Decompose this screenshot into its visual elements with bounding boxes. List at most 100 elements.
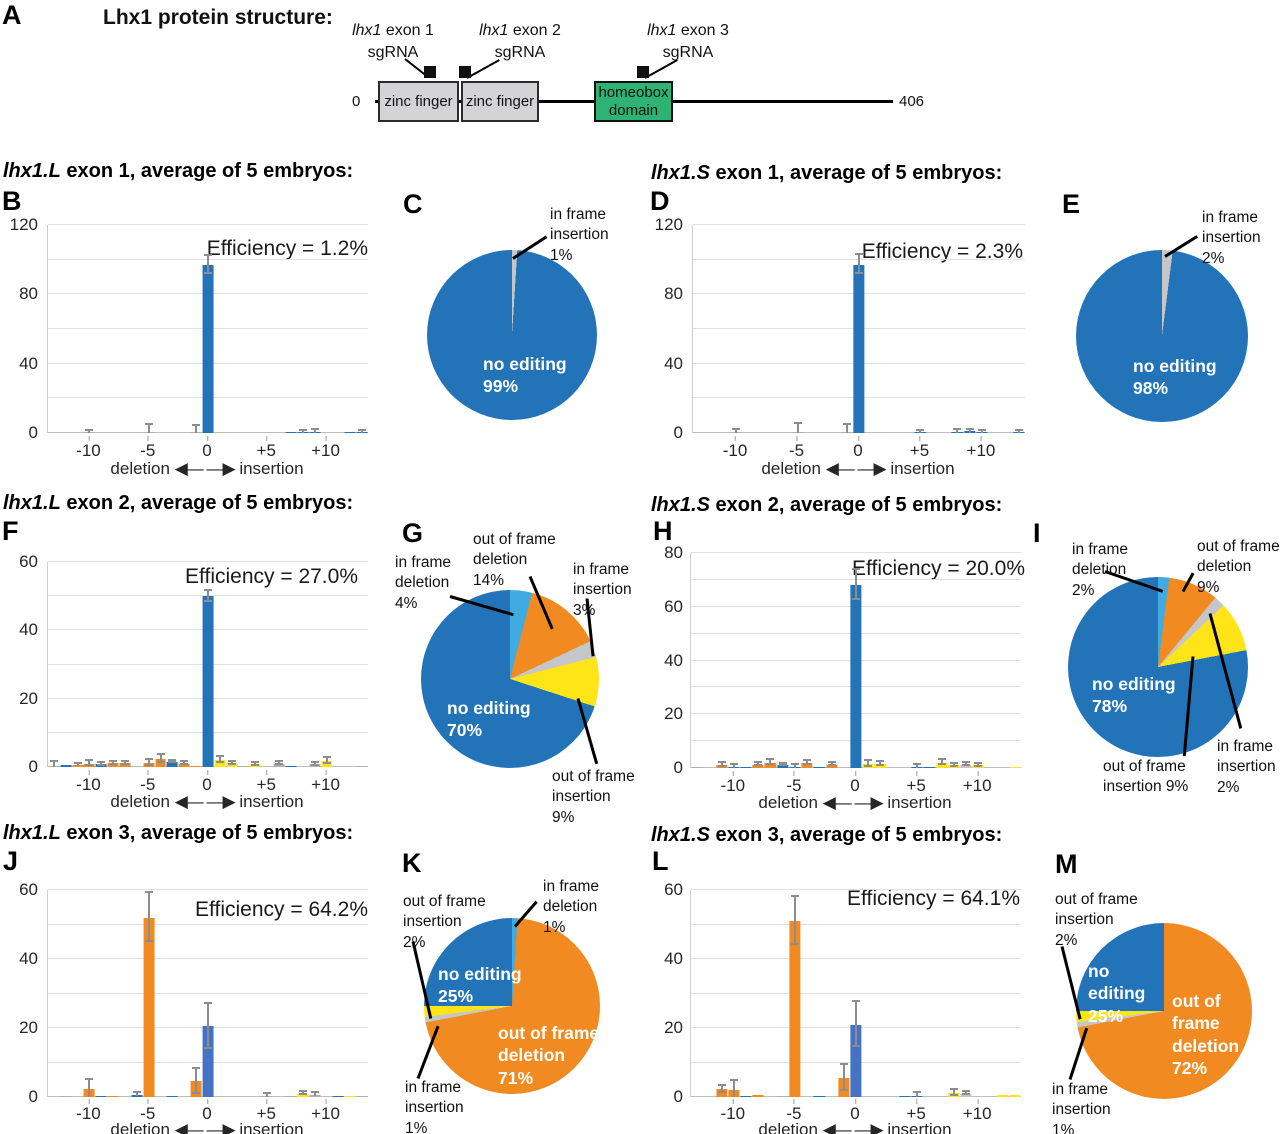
x-axis-label: deletion ◀— —▶ insertion [47, 1120, 367, 1134]
error-bar [855, 1002, 857, 1047]
panel-letter-C: C [403, 189, 423, 219]
bar-x-9 [740, 766, 752, 768]
x-axis-tick: +10 [311, 436, 340, 460]
error-bar-cap [852, 568, 860, 571]
x-axis: -10 -5 0 +5 +10 [690, 1099, 1020, 1124]
panel-letter-E: E [1062, 189, 1081, 219]
error-bar-cap [876, 763, 885, 766]
x-axis-tick: +5 [256, 770, 276, 794]
bar-x-7 [119, 763, 131, 767]
error-bar [735, 430, 738, 433]
protein-structure-title: Lhx1 protein structure: [103, 6, 333, 29]
error-bar [806, 761, 809, 766]
bar-x9 [309, 764, 321, 767]
error-bar [159, 754, 162, 763]
error-bar-cap [766, 763, 775, 766]
bar-x-1 [190, 765, 202, 767]
error-bar-cap [974, 761, 983, 764]
pie-label-no-editing: no editing 25% [1088, 961, 1146, 1026]
bar-x12 [344, 431, 356, 433]
error-bar-cap [839, 1062, 848, 1065]
bar-x7 [285, 431, 297, 433]
error-bar [88, 430, 91, 433]
y-axis: 0 20 40 60 80 [645, 543, 688, 777]
pie-chart-M [1076, 923, 1252, 1099]
error-bar-cap [204, 588, 212, 591]
bar-x10 [321, 761, 332, 767]
sgrna-site-marker [459, 66, 471, 78]
gridline [691, 992, 1021, 994]
error-bar-cap [168, 760, 177, 763]
gridline [48, 958, 368, 960]
x-axis: -10 -5 0 +5 +10 [47, 1099, 367, 1124]
error-bar [842, 1064, 845, 1092]
gridline [691, 923, 1021, 925]
y-axis-tick: 20 [19, 688, 38, 708]
x-axis-tick: -5 [140, 770, 156, 794]
y-axis-tick: 20 [664, 1018, 683, 1038]
x-axis-tick: +5 [909, 436, 930, 460]
error-bar [88, 1080, 91, 1097]
bar-x-7 [764, 762, 777, 768]
y-axis-tick: 120 [654, 215, 683, 234]
error-bar-cap [717, 1084, 726, 1087]
error-bar [769, 760, 772, 766]
y-axis-tick: 40 [19, 353, 38, 373]
bar-x-13 [691, 766, 703, 768]
pie-panel-K: out of frame insertion 2% in frame delet… [370, 845, 660, 1134]
error-bar-cap [109, 762, 118, 765]
error-bar-cap [953, 428, 962, 431]
error-bar-cap [790, 762, 799, 765]
bar-x8 [297, 1093, 309, 1097]
zinc-finger-domain-2: zinc finger [461, 81, 539, 122]
error-bar-cap [754, 760, 763, 763]
gridline [48, 561, 368, 562]
y-axis: 0 20 40 60 [0, 880, 43, 1106]
error-bar-cap [977, 429, 986, 432]
bar-x-3 [167, 761, 178, 767]
error-bar [916, 1093, 919, 1097]
bar-x-6 [777, 1095, 789, 1097]
callout-line [1068, 1027, 1089, 1080]
error-bar [855, 570, 857, 601]
error-bar [796, 424, 799, 433]
bar-x0 [202, 596, 214, 767]
error-bar-cap [192, 1091, 201, 1094]
error-bar-cap [132, 1090, 141, 1093]
bar-x0 [202, 264, 214, 433]
error-bar-cap [192, 1067, 201, 1070]
error-bar-cap [180, 760, 189, 763]
bar-x0 [853, 264, 865, 433]
gridline [48, 889, 368, 890]
error-bar-cap [852, 598, 860, 601]
bar-plot [47, 224, 368, 433]
x-axis: -10 -5 0 +5 +10 [690, 771, 1020, 796]
y-axis-tick: 0 [28, 757, 38, 776]
gridline [693, 224, 1025, 225]
error-bar-cap [855, 272, 863, 275]
pie-label-out-of-frame-insertion: out of frame insertion 2% [1055, 891, 1138, 949]
bar-x-8 [752, 1094, 764, 1097]
error-bar-cap [827, 761, 836, 764]
bar-chart-panel-B: Efficiency = 1.2% 0 40 80 120 -10 -5 0 +5 +10 d… [0, 185, 370, 485]
bar-x-5 [143, 917, 155, 1097]
y-axis-tick: 20 [664, 704, 683, 724]
error-bar [732, 764, 735, 768]
x-axis-tick: +10 [962, 1099, 992, 1123]
error-bar-cap [717, 761, 726, 764]
error-bar-cap [855, 253, 863, 256]
y-axis-tick: 60 [19, 880, 38, 899]
error-bar-cap [168, 758, 177, 761]
y-axis-tick: 60 [664, 596, 683, 616]
error-bar-cap [227, 759, 236, 762]
x-axis-label: deletion ◀— —▶ insertion [761, 459, 955, 478]
error-bar-cap [204, 599, 212, 602]
error-bar [135, 1092, 138, 1097]
error-bar-cap [778, 762, 787, 765]
error-bar [361, 430, 364, 433]
bar-x13 [356, 765, 368, 767]
error-bar [313, 429, 316, 433]
x-axis-tick: +5 [256, 1099, 276, 1123]
efficiency-label: Efficiency = 27.0% [185, 565, 358, 588]
x-axis-tick: +10 [311, 1099, 340, 1123]
